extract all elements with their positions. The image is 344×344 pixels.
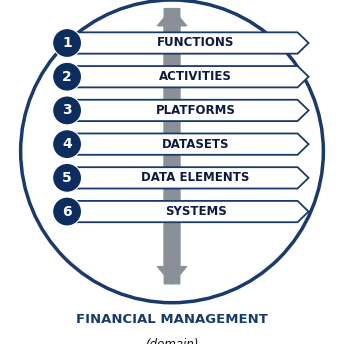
Circle shape [53, 62, 82, 91]
Text: 6: 6 [62, 205, 72, 218]
Circle shape [53, 29, 82, 57]
Circle shape [53, 197, 82, 226]
Polygon shape [65, 100, 309, 121]
Circle shape [53, 130, 82, 159]
Text: FINANCIAL MANAGEMENT: FINANCIAL MANAGEMENT [76, 313, 268, 326]
Polygon shape [65, 32, 309, 54]
FancyArrow shape [157, 9, 186, 284]
Circle shape [53, 163, 82, 192]
Circle shape [21, 0, 323, 303]
FancyArrow shape [157, 9, 186, 284]
Text: SYSTEMS: SYSTEMS [165, 205, 226, 218]
Circle shape [53, 96, 82, 125]
Text: 4: 4 [62, 137, 72, 151]
Text: DATASETS: DATASETS [162, 138, 229, 151]
Text: (domain): (domain) [145, 338, 199, 344]
Polygon shape [65, 201, 309, 222]
Text: 1: 1 [62, 36, 72, 50]
Text: 5: 5 [62, 171, 72, 185]
Polygon shape [65, 66, 309, 87]
Polygon shape [65, 167, 309, 189]
Text: DATA ELEMENTS: DATA ELEMENTS [141, 171, 250, 184]
Text: 3: 3 [62, 104, 72, 117]
Text: 2: 2 [62, 70, 72, 84]
Text: ACTIVITIES: ACTIVITIES [159, 70, 232, 83]
Text: FUNCTIONS: FUNCTIONS [157, 36, 234, 50]
Polygon shape [65, 133, 309, 155]
Text: PLATFORMS: PLATFORMS [155, 104, 236, 117]
